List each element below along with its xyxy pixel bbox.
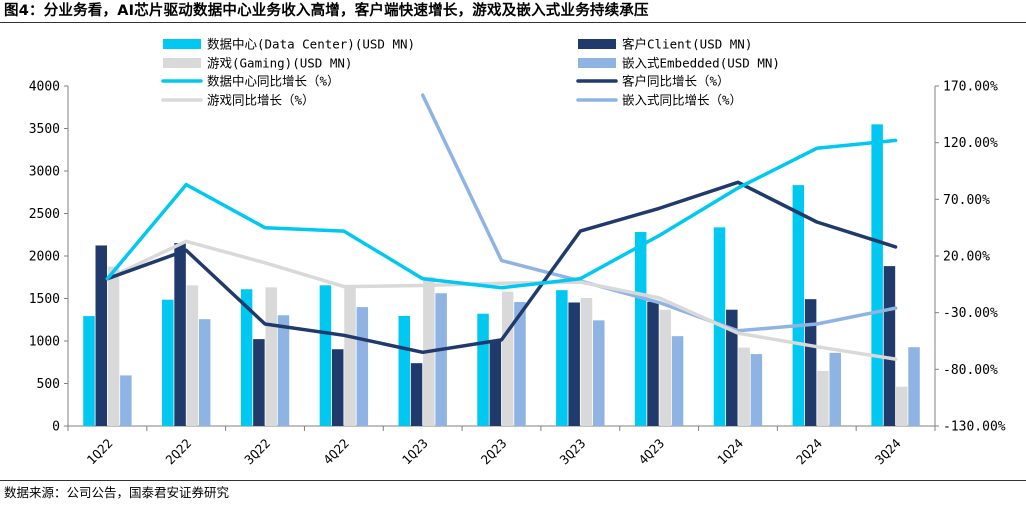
bar-mark — [908, 347, 920, 426]
x-tick-label: 1Q22 — [84, 436, 116, 468]
x-tick-label: 1Q24 — [714, 436, 746, 468]
right-tick-label: -30.00% — [943, 306, 998, 321]
bar-mark — [240, 289, 253, 426]
bar-mark — [162, 299, 174, 426]
right-tick-label: -130.00% — [943, 420, 1006, 435]
bar-mark — [174, 243, 186, 426]
x-tick-label: 4Q22 — [320, 436, 352, 468]
title-rule — [0, 22, 1026, 23]
legend-label: 嵌入式Embedded(USD MN) — [622, 56, 780, 71]
x-tick-label: 1Q23 — [399, 436, 431, 468]
series-line — [105, 180, 898, 355]
x-tick-label: 2Q23 — [478, 436, 510, 468]
bar-mark — [895, 386, 908, 426]
left-tick-label: 2000 — [29, 250, 60, 265]
left-tick-label: 2500 — [29, 207, 60, 222]
bar-mark — [489, 341, 502, 426]
x-tick-label: 2Q24 — [793, 436, 825, 468]
legend-swatch — [163, 58, 201, 68]
bar-mark — [556, 290, 568, 426]
source-rule — [0, 480, 1026, 481]
chart: 0 500 1000 1500 2000 2500 3000 3500 4000 -130.00%… — [29, 37, 1006, 468]
bar-mark — [95, 245, 108, 426]
left-tick-label: 3500 — [29, 122, 60, 137]
bar-mark — [593, 320, 605, 426]
bar-mark — [83, 316, 95, 426]
bar-mark — [398, 315, 410, 426]
left-tick-label: 1000 — [29, 335, 60, 350]
series-line — [105, 239, 898, 361]
bar-mark — [726, 309, 738, 426]
right-tick-label: 20.00% — [943, 250, 990, 265]
bar-mark — [331, 349, 344, 426]
bar-mark — [568, 302, 580, 426]
right-tick-label: 170.00% — [943, 80, 998, 95]
bar-mark — [580, 297, 593, 426]
right-tick-label: -80.00% — [943, 363, 998, 378]
bar-mark — [344, 286, 356, 426]
legend-label: 游戏(Gaming)(USD MN) — [207, 56, 352, 71]
bar-mark — [253, 339, 265, 426]
legend-label: 客户同比增长（%） — [622, 74, 730, 89]
bar-mark — [107, 266, 120, 426]
bar-mark — [634, 232, 647, 426]
bar-mark — [277, 315, 290, 426]
x-tick-label: 3Q22 — [241, 436, 273, 468]
bar-mark — [120, 375, 132, 426]
bar-mark — [356, 307, 369, 426]
bar-mark — [883, 266, 896, 426]
source-note: 数据来源：公司公告，国泰君安证券研究 — [4, 485, 230, 500]
bar-mark — [871, 124, 883, 427]
bar-mark — [671, 336, 684, 426]
bar-mark — [265, 287, 277, 426]
legend-label: 客户Client(USD MN) — [622, 37, 752, 52]
bar-mark — [435, 293, 447, 426]
series-line — [105, 138, 898, 290]
x-tick-label: 2Q22 — [162, 436, 194, 468]
legend-swatch — [578, 39, 616, 49]
x-tick-label: 4Q23 — [635, 436, 667, 468]
left-tick-label: 0 — [52, 420, 60, 435]
bar-mark — [792, 185, 805, 426]
bar-mark — [647, 301, 659, 426]
bar-mark — [186, 285, 199, 426]
bar-mark — [198, 319, 211, 426]
bar-mark — [750, 354, 763, 426]
bar-mark — [514, 301, 526, 426]
x-tick-label: 3Q24 — [872, 436, 904, 468]
bar-mark — [829, 352, 841, 426]
bar-mark — [659, 309, 672, 426]
left-tick-label: 1500 — [29, 292, 60, 307]
chart-title: 图4：分业务看，AI芯片驱动数据中心业务收入高增，客户端快速增长，游戏及嵌入式业… — [4, 3, 649, 19]
bar-mark — [501, 291, 514, 426]
legend-swatch — [578, 58, 616, 68]
legend-label: 数据中心同比增长（%） — [207, 74, 340, 89]
left-tick-label: 4000 — [29, 80, 60, 95]
bar-mark — [319, 285, 332, 426]
bar-mark — [738, 347, 750, 426]
legend-label: 嵌入式同比增长（%） — [622, 93, 742, 108]
series-line — [420, 93, 898, 333]
left-tick-label: 500 — [37, 377, 60, 392]
legend-label: 数据中心(Data Center)(USD MN) — [207, 37, 415, 52]
left-tick-label: 3000 — [29, 165, 60, 180]
bar-mark — [804, 299, 817, 426]
bar-mark — [477, 313, 489, 426]
right-tick-label: 120.00% — [943, 136, 998, 151]
bar-mark — [410, 363, 423, 426]
x-tick-label: 3Q23 — [557, 436, 589, 468]
legend-swatch — [163, 39, 201, 49]
right-tick-label: 70.00% — [943, 193, 990, 208]
legend-label: 游戏同比增长（%） — [207, 93, 315, 108]
bar-mark — [817, 370, 829, 426]
